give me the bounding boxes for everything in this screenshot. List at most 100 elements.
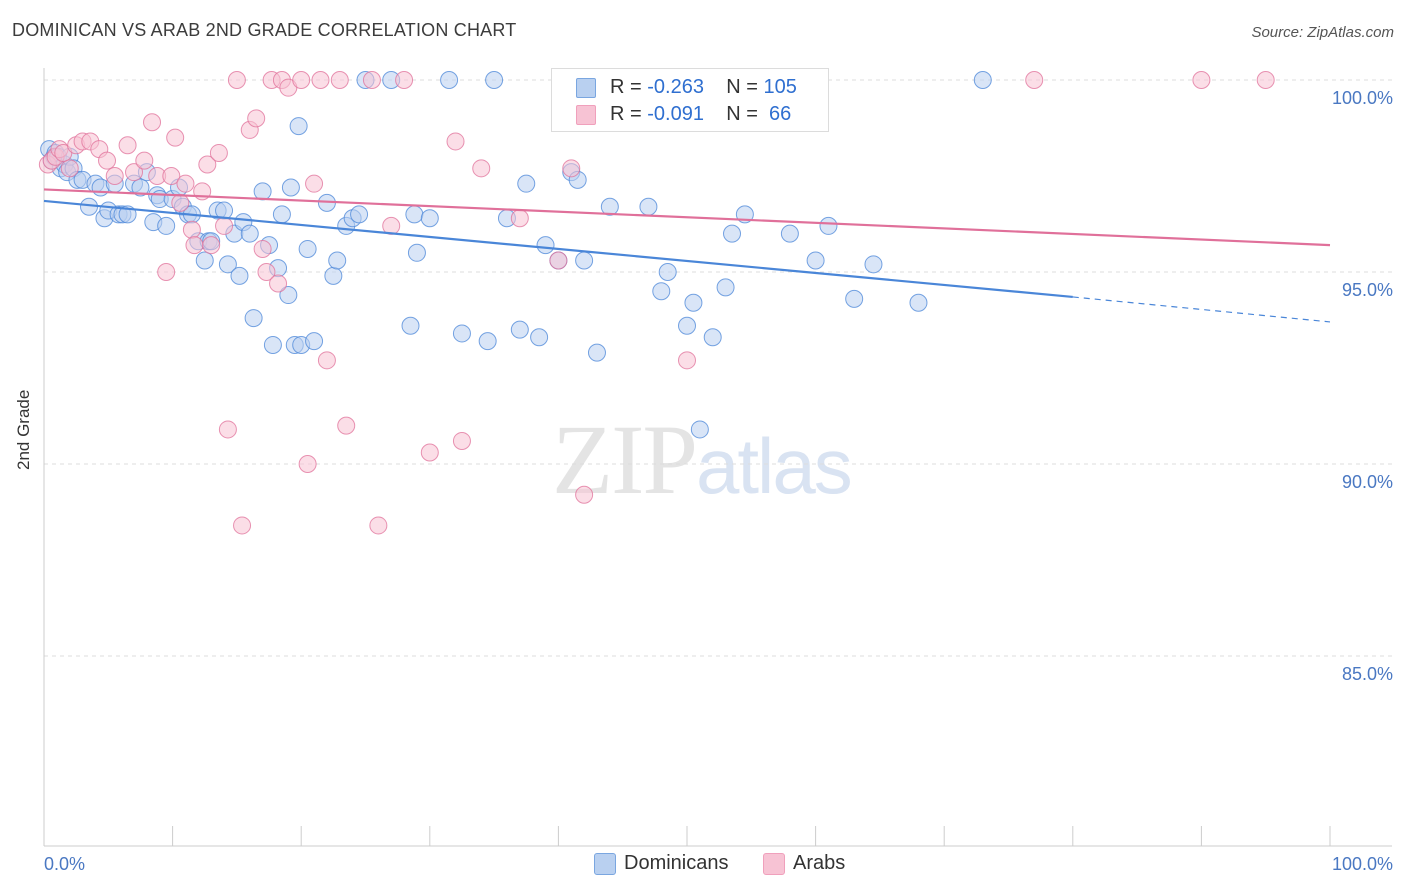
n-value: 105 bbox=[763, 76, 797, 98]
n-label: N = bbox=[726, 103, 764, 125]
point-arabs bbox=[549, 251, 568, 270]
point-dominicans bbox=[350, 205, 369, 224]
point-dominicans bbox=[690, 420, 709, 439]
point-dominicans bbox=[478, 332, 497, 351]
bottom-legend-label-dominicans: Dominicans bbox=[624, 852, 729, 874]
legend-swatch-dominicans bbox=[576, 78, 596, 98]
legend-text-arabs: R = -0.091 N = 66 bbox=[610, 103, 791, 126]
point-dominicans bbox=[819, 216, 838, 235]
point-dominicans bbox=[587, 343, 606, 362]
point-dominicans bbox=[780, 224, 799, 243]
point-dominicans bbox=[328, 251, 347, 270]
point-arabs bbox=[215, 216, 234, 235]
point-arabs bbox=[118, 136, 137, 155]
point-arabs bbox=[395, 71, 414, 89]
point-arabs bbox=[1025, 71, 1044, 89]
point-arabs bbox=[472, 159, 491, 178]
point-dominicans bbox=[723, 224, 742, 243]
axes bbox=[43, 68, 1392, 847]
point-dominicans bbox=[230, 266, 249, 285]
x-tick-label: 0.0% bbox=[44, 854, 85, 874]
point-dominicans bbox=[845, 289, 864, 308]
point-dominicans bbox=[806, 251, 825, 270]
point-arabs bbox=[135, 151, 154, 170]
point-arabs bbox=[166, 128, 185, 147]
point-arabs bbox=[209, 143, 228, 162]
y-tick-label: 85.0% bbox=[1342, 664, 1393, 684]
trend-lines bbox=[43, 188, 1331, 323]
point-arabs bbox=[311, 71, 330, 89]
point-arabs bbox=[510, 209, 529, 228]
point-arabs bbox=[1192, 71, 1211, 89]
data-points bbox=[38, 71, 1275, 535]
legend-text-dominicans: R = -0.263 N = 105 bbox=[610, 76, 797, 99]
point-dominicans bbox=[678, 316, 696, 335]
point-dominicans bbox=[195, 251, 214, 270]
point-arabs bbox=[446, 132, 465, 151]
point-dominicans bbox=[324, 266, 343, 285]
chart-title: DOMINICAN VS ARAB 2ND GRADE CORRELATION … bbox=[12, 20, 517, 40]
point-arabs bbox=[105, 167, 124, 185]
correlation-legend: R = -0.263 N = 105 R = -0.091 N = 66 bbox=[551, 68, 829, 132]
point-arabs bbox=[292, 71, 311, 89]
point-dominicans bbox=[658, 263, 677, 281]
x-tick-label: 100.0% bbox=[1332, 854, 1393, 874]
point-dominicans bbox=[289, 117, 308, 136]
r-value: -0.263 bbox=[647, 76, 704, 98]
point-dominicans bbox=[279, 286, 298, 305]
point-arabs bbox=[218, 420, 237, 439]
point-arabs bbox=[452, 431, 471, 450]
point-arabs bbox=[227, 71, 246, 89]
tick-labels: 100.0% 95.0% 90.0% 85.0% 0.0% 100.0% bbox=[44, 88, 1393, 874]
point-arabs bbox=[182, 220, 201, 239]
point-dominicans bbox=[639, 197, 658, 216]
point-dominicans bbox=[440, 71, 459, 89]
n-label: N = bbox=[726, 76, 764, 98]
point-dominicans bbox=[281, 178, 300, 197]
point-arabs bbox=[247, 109, 266, 128]
point-arabs bbox=[185, 236, 204, 255]
point-arabs bbox=[253, 239, 272, 258]
point-dominicans bbox=[452, 324, 471, 343]
point-arabs bbox=[305, 174, 324, 193]
point-arabs bbox=[157, 263, 176, 281]
legend-swatch-arabs bbox=[576, 105, 596, 125]
point-arabs bbox=[362, 71, 381, 89]
n-value: 66 bbox=[763, 103, 792, 125]
point-dominicans bbox=[253, 182, 272, 201]
source-label: Source: ZipAtlas.com bbox=[1251, 24, 1394, 41]
point-dominicans bbox=[973, 71, 992, 89]
bottom-legend-swatch-dominicans bbox=[594, 853, 616, 875]
point-dominicans bbox=[536, 236, 555, 255]
point-dominicans bbox=[684, 293, 703, 312]
point-arabs bbox=[575, 485, 594, 504]
point-arabs bbox=[198, 155, 217, 174]
point-dominicans bbox=[263, 335, 282, 354]
point-dominicans bbox=[703, 328, 722, 347]
point-dominicans bbox=[420, 209, 439, 228]
point-arabs bbox=[420, 443, 439, 462]
point-dominicans bbox=[244, 309, 263, 328]
y-tick-label: 95.0% bbox=[1342, 280, 1393, 300]
point-dominicans bbox=[530, 328, 549, 347]
point-arabs bbox=[369, 516, 388, 535]
point-dominicans bbox=[240, 224, 259, 243]
point-arabs bbox=[60, 159, 79, 178]
grid-lines bbox=[44, 79, 1392, 657]
point-arabs bbox=[298, 455, 317, 473]
bottom-legend-swatch-arabs bbox=[763, 853, 785, 875]
point-arabs bbox=[269, 274, 288, 293]
point-dominicans bbox=[272, 205, 291, 224]
r-label: R = bbox=[610, 76, 648, 98]
point-arabs bbox=[98, 151, 117, 170]
point-dominicans bbox=[218, 255, 237, 274]
point-arabs bbox=[143, 113, 162, 132]
point-arabs bbox=[162, 167, 181, 185]
point-arabs bbox=[176, 174, 195, 193]
point-arabs bbox=[171, 193, 190, 212]
trend-line-arabs bbox=[43, 188, 1331, 247]
point-dominicans bbox=[600, 197, 619, 216]
point-dominicans bbox=[401, 316, 420, 335]
point-arabs bbox=[202, 236, 221, 255]
point-arabs bbox=[678, 351, 696, 370]
